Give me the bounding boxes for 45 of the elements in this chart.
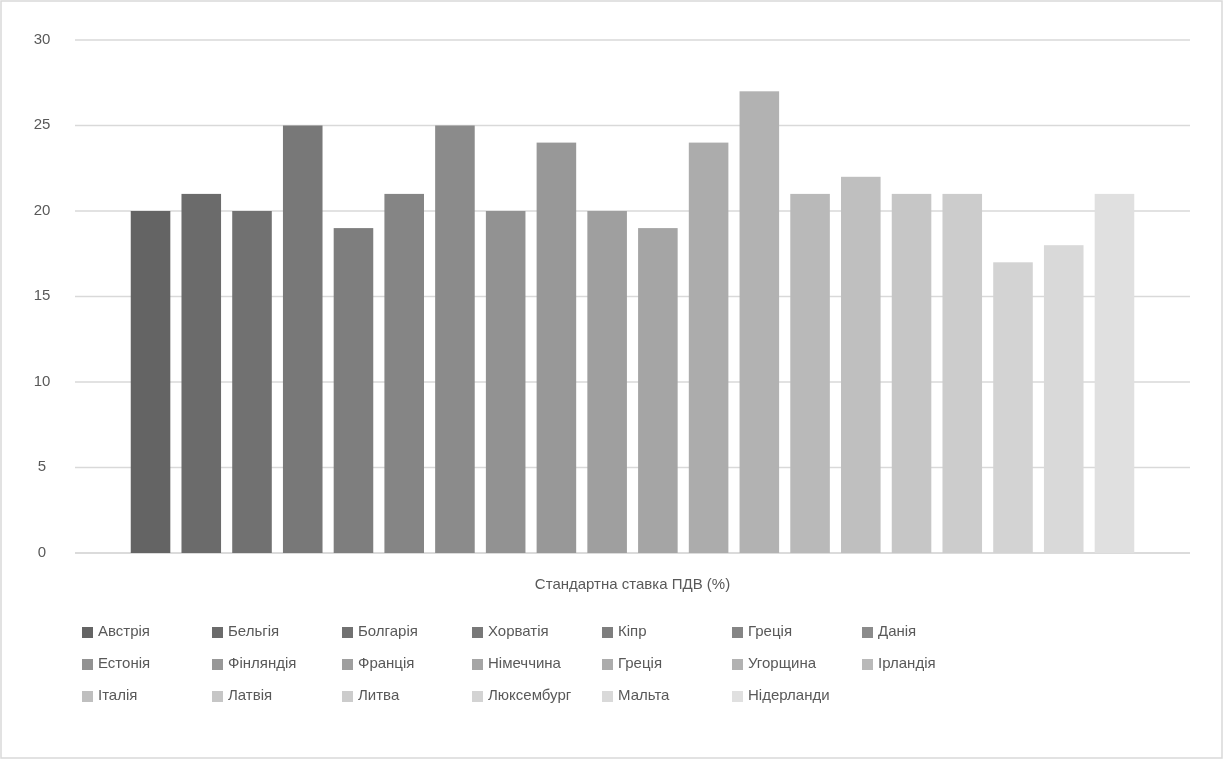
legend-label: Австрія [98, 621, 150, 639]
bar [435, 125, 475, 553]
legend-label: Мальта [618, 685, 671, 703]
y-tick-label: 5 [37, 457, 47, 475]
bar [536, 142, 577, 553]
bar [181, 193, 222, 553]
y-tick-label: 0 [37, 542, 47, 560]
legend-label: Італія [98, 685, 138, 703]
legend-label: Греція [618, 653, 663, 671]
bar [638, 228, 678, 553]
legend-label: Литва [358, 685, 400, 703]
bar [688, 142, 729, 553]
legend-label: Ірландія [878, 653, 936, 671]
bar [841, 176, 881, 553]
legend-label: Болгарія [358, 621, 418, 639]
legend-label: Угорщина [748, 653, 817, 671]
bar [485, 211, 526, 553]
legend-label: Латвія [228, 685, 273, 703]
legend-label: Данія [878, 621, 917, 639]
bar [333, 228, 374, 553]
legend-label: Німеччина [488, 653, 562, 671]
bar [942, 193, 983, 553]
legend-label: Фінляндія [228, 653, 297, 671]
y-tick-label: 25 [33, 115, 51, 133]
legend-label: Франція [358, 653, 415, 671]
legend-label: Бельгія [228, 621, 280, 639]
bar [587, 211, 627, 553]
legend-label: Греція [748, 621, 793, 639]
bar [130, 211, 171, 553]
y-tick-label: 10 [33, 371, 51, 389]
y-tick-label: 15 [33, 286, 51, 304]
bar [282, 125, 323, 553]
legend-label: Хорватія [488, 621, 549, 639]
legend-label: Кіпр [618, 621, 647, 639]
y-tick-label: 20 [33, 200, 51, 218]
legend-label: Естонія [98, 653, 151, 671]
bar [891, 193, 932, 553]
legend-label: Люксембург [488, 685, 572, 703]
legend-label: Нідерланди [748, 685, 830, 703]
bar [739, 91, 780, 553]
bar [790, 193, 830, 553]
bar [384, 193, 424, 553]
x-tick-label: Стандартна ставка ПДВ (%) [534, 575, 731, 592]
y-tick-label: 30 [33, 29, 51, 47]
bar [232, 211, 272, 553]
